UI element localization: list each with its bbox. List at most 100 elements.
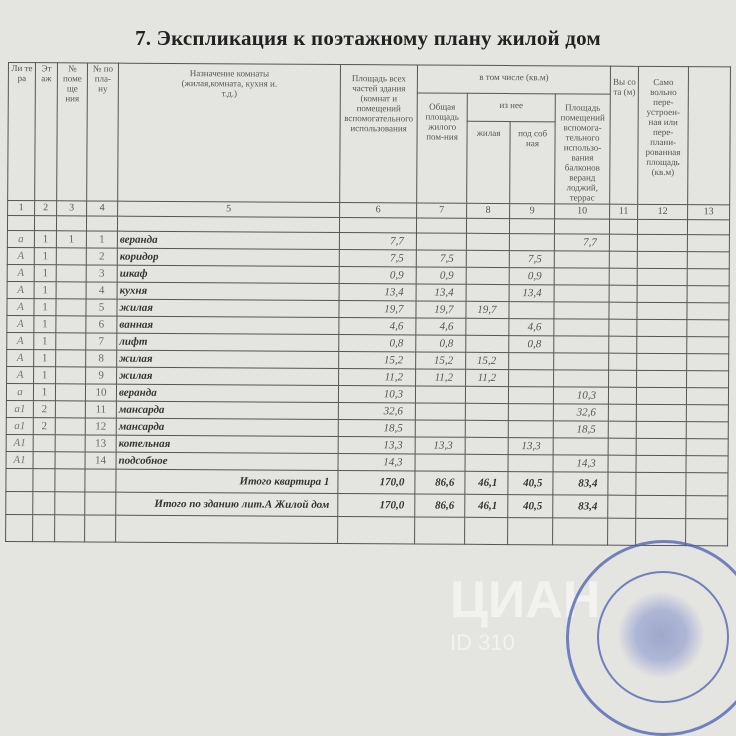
plan-no-cell: 6 <box>85 315 117 334</box>
common-area-cell: 19,7 <box>415 300 467 319</box>
header-premises-no: № поме ще ния <box>56 62 88 201</box>
floor-cell: 1 <box>34 247 57 265</box>
litera-cell: А1 <box>6 451 34 469</box>
aux-area-cell: 7,5 <box>509 250 555 268</box>
plan-no-cell: 2 <box>86 247 118 266</box>
balcony-area-cell <box>553 335 609 354</box>
header-of-it: из нее <box>467 93 556 122</box>
living-area-cell <box>465 403 509 421</box>
balcony-area-cell <box>553 352 609 371</box>
living-area-cell <box>465 335 509 353</box>
header-including: в том числе (кв.м) <box>417 65 611 95</box>
room-name-cell: мансарда <box>116 401 339 420</box>
common-area-cell <box>415 385 466 404</box>
header-purpose: Назначение комнаты (жилая,комната, кухня… <box>117 63 341 203</box>
floor-cell: 2 <box>33 417 56 435</box>
common-area-cell: 7,5 <box>416 249 467 268</box>
balcony-area-cell: 10,3 <box>553 386 609 405</box>
premises-cell <box>55 400 86 418</box>
total-area-cell: 13,4 <box>339 283 417 301</box>
common-area-cell: 4,6 <box>415 317 466 336</box>
litera-cell: а1 <box>6 400 34 418</box>
floor-cell: 1 <box>33 349 56 367</box>
floor-cell <box>33 451 56 469</box>
premises-cell <box>56 264 87 282</box>
premises-cell: 1 <box>56 230 87 248</box>
balcony-area-cell <box>553 369 609 388</box>
header-auxiliary: под соб ная <box>509 121 556 204</box>
litera-cell: А <box>6 315 34 333</box>
premises-cell <box>55 451 86 469</box>
premises-cell <box>56 247 87 265</box>
plan-no-cell: 3 <box>86 264 118 283</box>
page-title: 7. Экспликация к поэтажному плану жилой … <box>135 26 601 50</box>
aux-area-cell <box>508 403 554 421</box>
litera-cell: а1 <box>6 417 34 435</box>
column-number: 2 <box>34 200 57 216</box>
litera-cell: А <box>6 349 34 367</box>
room-name-cell: котельная <box>116 435 339 454</box>
room-name-cell: жилая <box>116 367 339 386</box>
total-area-cell: 170,0 <box>337 493 415 517</box>
plan-no-cell: 11 <box>85 400 117 419</box>
balcony-area-cell <box>554 250 610 269</box>
totals-label: Итого квартира 1 <box>115 469 339 494</box>
litera-cell: А <box>6 366 34 384</box>
aux-area-cell: 0,9 <box>509 267 555 285</box>
aux-area-cell <box>509 233 555 251</box>
coat-of-arms-icon <box>617 591 705 679</box>
living-area-cell <box>466 267 510 285</box>
floor-cell: 1 <box>33 315 56 333</box>
column-number: 11 <box>609 204 638 220</box>
column-number: 4 <box>86 200 118 217</box>
aux-area-cell: 40,5 <box>507 494 553 518</box>
living-area-cell <box>465 318 509 336</box>
living-area-cell: 19,7 <box>465 301 510 319</box>
header-common-area: Общая площадь жилого пом-ния <box>416 93 468 204</box>
explication-table: Ли те ра Эт аж № поме ще ния № по пла- н… <box>5 62 731 546</box>
totals-label: Итого по зданию лит.А Жилой дом <box>115 492 338 517</box>
living-area-cell <box>465 437 509 455</box>
room-name-cell: жилая <box>116 350 339 369</box>
common-area-cell: 0,8 <box>415 334 466 353</box>
header-unauthorized: Само вольно пере-устроен-ная или пере-пл… <box>637 66 689 205</box>
balcony-area-cell: 18,5 <box>553 420 609 439</box>
aux-area-cell: 40,5 <box>507 471 554 495</box>
litera-cell: а <box>6 383 34 401</box>
premises-cell <box>55 332 86 350</box>
room-name-cell: ванная <box>116 316 339 335</box>
premises-cell <box>55 383 86 401</box>
plan-no-cell: 8 <box>85 349 117 368</box>
floor-cell: 1 <box>33 298 57 316</box>
header-living: жилая <box>466 121 511 204</box>
total-area-cell: 14,3 <box>338 453 416 471</box>
litera-cell: А1 <box>6 434 34 452</box>
plan-no-cell: 10 <box>85 383 117 402</box>
total-area-cell: 19,7 <box>338 300 417 318</box>
living-area-cell <box>466 284 510 302</box>
aux-area-cell <box>508 369 554 387</box>
room-name-cell: шкаф <box>117 265 340 284</box>
total-area-cell: 15,2 <box>338 351 416 369</box>
plan-no-cell: 4 <box>86 281 118 300</box>
balcony-area-cell <box>553 301 610 320</box>
common-area-cell: 86,6 <box>414 470 466 495</box>
premises-cell <box>55 366 86 384</box>
living-area-cell: 15,2 <box>465 352 509 370</box>
living-area-cell <box>465 454 509 472</box>
column-number: 5 <box>117 201 340 218</box>
plan-no-cell: 13 <box>85 434 117 453</box>
plan-no-cell: 7 <box>85 332 117 351</box>
common-area-cell: 11,2 <box>415 368 466 387</box>
header-plan-no: № по пла- ну <box>86 62 119 202</box>
premises-cell <box>56 281 87 299</box>
common-area-cell <box>415 453 466 472</box>
common-area-cell <box>415 419 466 438</box>
aux-area-cell: 13,3 <box>508 437 554 455</box>
total-area-cell: 32,6 <box>338 402 416 420</box>
room-name-cell: веранда <box>117 231 340 250</box>
room-name-cell: коридор <box>117 248 340 267</box>
living-area-cell <box>465 420 509 438</box>
column-number: 12 <box>637 204 688 220</box>
column-number: 7 <box>416 202 467 219</box>
